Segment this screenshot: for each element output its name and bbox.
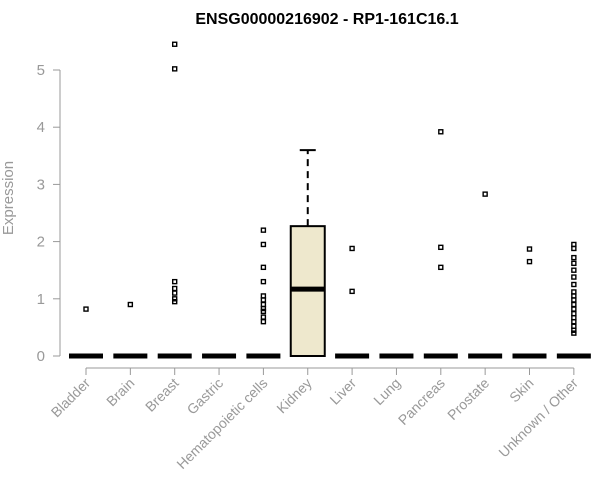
outlier-point — [571, 281, 577, 288]
outlier-point — [171, 285, 178, 292]
outlier-point — [260, 318, 267, 325]
x-tick-label: Brain — [103, 375, 137, 409]
outlier-point — [260, 308, 267, 315]
x-tick-label: Lung — [370, 375, 403, 408]
x-tick-label: Prostate — [444, 375, 492, 423]
y-axis: 0 1 2 3 4 5 — [37, 62, 61, 365]
outlier-point — [349, 288, 355, 295]
box-12 — [556, 241, 591, 359]
y-tick-label: 4 — [37, 119, 45, 136]
x-axis — [85, 367, 575, 375]
outlier-point — [571, 301, 577, 308]
box-11 — [512, 246, 547, 359]
outlier-point — [260, 314, 267, 320]
box-10 — [468, 191, 503, 359]
outlier-point — [482, 191, 488, 197]
outlier-point — [571, 245, 577, 252]
outlier-point — [571, 267, 577, 273]
x-tick-label: Kidney — [273, 375, 315, 417]
y-tick-label: 1 — [37, 291, 45, 308]
y-axis-label: Expression — [0, 161, 17, 235]
outlier-point — [571, 330, 577, 336]
outlier-point — [438, 129, 444, 135]
outlier-point — [127, 301, 134, 308]
box-3 — [157, 41, 192, 359]
outlier-point — [171, 290, 178, 296]
outlier-point — [526, 258, 533, 265]
box-7 — [335, 245, 370, 359]
outlier-point — [260, 241, 267, 248]
outlier-point — [571, 297, 577, 303]
outlier-point — [260, 227, 267, 233]
box-5 — [246, 227, 281, 359]
outlier-point — [260, 278, 267, 285]
x-tick-label: Pancreas — [395, 375, 448, 428]
box-series — [69, 41, 591, 359]
outlier-point — [171, 41, 178, 47]
outlier-point — [438, 244, 444, 251]
box-6 — [289, 149, 326, 357]
outlier-point — [83, 306, 89, 312]
outlier-point — [571, 274, 577, 280]
outlier-point — [571, 260, 577, 267]
box-2 — [113, 301, 148, 359]
x-tick-label: Unknown / Other — [495, 375, 581, 461]
x-tick-label: Skin — [506, 375, 537, 406]
y-tick-label: 2 — [37, 234, 45, 251]
outlier-point — [171, 66, 178, 72]
outlier-point — [260, 305, 267, 312]
y-tick-label: 3 — [37, 176, 45, 193]
x-tick-label: Breast — [142, 375, 182, 415]
outlier-point — [349, 245, 355, 252]
x-tick-label: Bladder — [48, 375, 94, 421]
outlier-point — [571, 318, 577, 325]
x-tick-label: Gastric — [184, 375, 227, 418]
outlier-point — [526, 246, 533, 252]
outlier-point — [571, 306, 577, 312]
outlier-point — [171, 278, 178, 285]
outlier-point — [571, 327, 577, 333]
box-9 — [423, 129, 458, 359]
outlier-point — [171, 298, 178, 305]
outlier-point — [171, 296, 178, 302]
outlier-point — [571, 254, 577, 261]
outlier-point — [260, 264, 267, 271]
chart-title: ENSG00000216902 - RP1-161C16.1 — [195, 11, 458, 28]
box-1 — [69, 306, 103, 359]
y-tick-label: 5 — [37, 62, 45, 79]
y-tick-label: 0 — [37, 348, 45, 365]
outlier-point — [438, 264, 444, 271]
x-tick-label: Liver — [326, 375, 359, 408]
outlier-point — [260, 297, 267, 303]
